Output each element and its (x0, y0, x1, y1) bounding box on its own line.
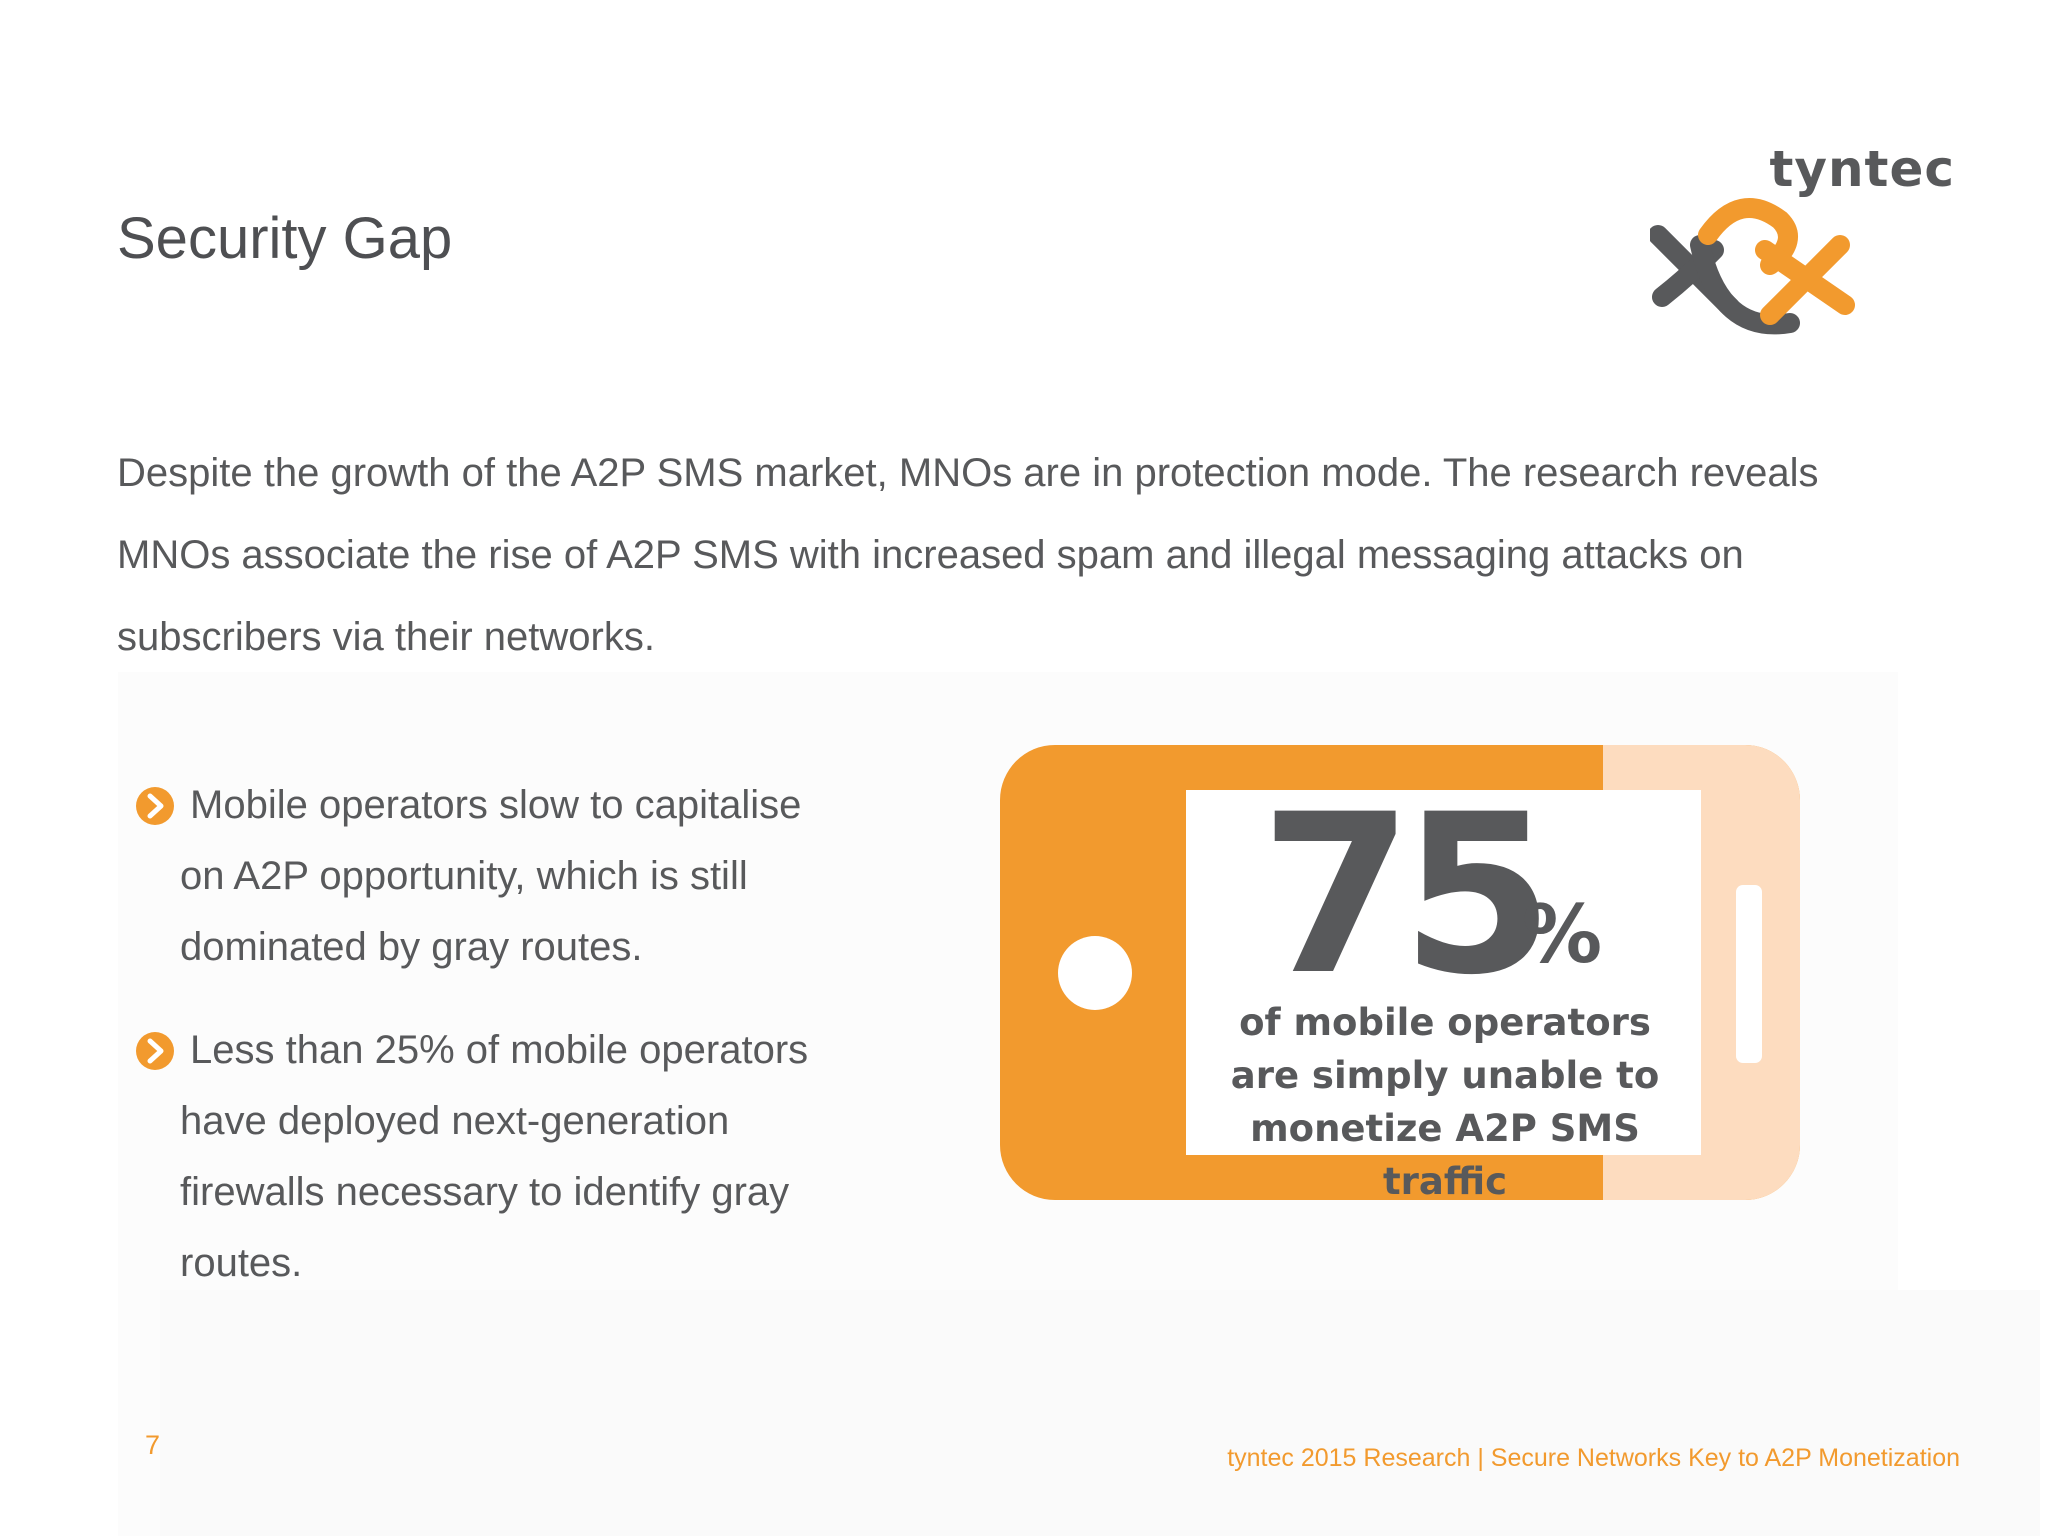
intro-paragraph: Despite the growth of the A2P SMS market… (117, 451, 1819, 659)
tyntec-logo: tyntec (1650, 140, 1960, 350)
chevron-right-circle-icon (136, 787, 174, 825)
stat-percent: % (1522, 888, 1603, 981)
chevron-right-circle-icon (136, 1032, 174, 1070)
stat-caption: of mobile operators are simply unable to… (1185, 996, 1705, 1208)
bullet-list: Mobile operators slow to capitalise on A… (136, 770, 856, 1299)
bullet-item: Mobile operators slow to capitalise on A… (136, 770, 856, 983)
phone-illustration (1000, 745, 1800, 1200)
stat-caption-line: are simply unable to (1230, 1054, 1660, 1097)
bullet-text-line: Mobile operators slow to capitalise (190, 783, 802, 827)
stat-caption-line: monetize A2P SMS traffic (1250, 1107, 1640, 1203)
stat-number: 75 (1260, 767, 1554, 1023)
bullet-text-line: Less than 25% of mobile operators (190, 1028, 809, 1072)
page-number: 7 (145, 1430, 161, 1460)
bullet-text-line: have deployed next-generation (180, 1099, 730, 1143)
logo-text: tyntec (1769, 140, 1955, 198)
footer-text: tyntec 2015 Research | Secure Networks K… (1227, 1444, 1960, 1472)
bullet-text-line: on A2P opportunity, which is still (180, 854, 748, 898)
slide-title: Security Gap (117, 206, 453, 271)
bullet-item: Less than 25% of mobile operators have d… (136, 1015, 856, 1299)
bullet-text-line: dominated by gray routes. (180, 925, 643, 969)
bullet-text-line: routes. (180, 1241, 303, 1285)
phone-home-button (1058, 936, 1132, 1010)
phone-speaker (1736, 885, 1762, 1063)
phone-screen (1186, 790, 1701, 1155)
stat-caption-line: of mobile operators (1239, 1001, 1651, 1044)
content-background-lower (160, 1290, 2040, 1536)
bullet-text-line: firewalls necessary to identify gray (180, 1170, 790, 1214)
tyntec-logo-mark-icon (1650, 198, 1855, 335)
